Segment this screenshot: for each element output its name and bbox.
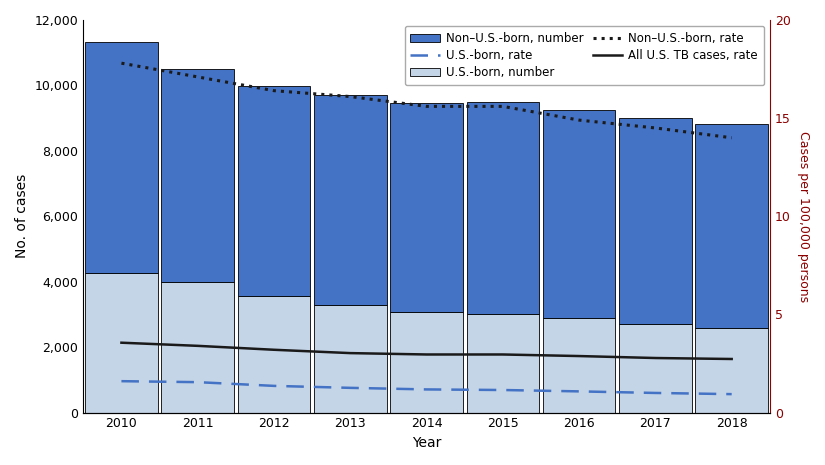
Bar <box>620 325 691 412</box>
Legend: Non–U.S.-born, number, U.S.-born, rate, U.S.-born, number, Non–U.S.-born, rate, : Non–U.S.-born, number, U.S.-born, rate, … <box>404 26 764 85</box>
Y-axis label: No. of cases: No. of cases <box>15 174 29 259</box>
Bar <box>162 282 234 412</box>
Bar <box>314 306 386 412</box>
Bar <box>390 312 463 412</box>
Bar <box>467 102 539 314</box>
Bar <box>85 272 158 412</box>
Bar <box>162 69 234 282</box>
X-axis label: Year: Year <box>412 436 441 450</box>
Bar <box>238 296 310 412</box>
Bar <box>390 103 463 312</box>
Bar <box>695 328 768 412</box>
Bar <box>238 86 310 296</box>
Bar <box>85 42 158 272</box>
Bar <box>543 318 615 412</box>
Bar <box>314 95 386 306</box>
Bar <box>543 110 615 318</box>
Bar <box>467 314 539 412</box>
Y-axis label: Cases per 100,000 persons: Cases per 100,000 persons <box>797 131 810 302</box>
Bar <box>695 125 768 328</box>
Bar <box>620 118 691 325</box>
